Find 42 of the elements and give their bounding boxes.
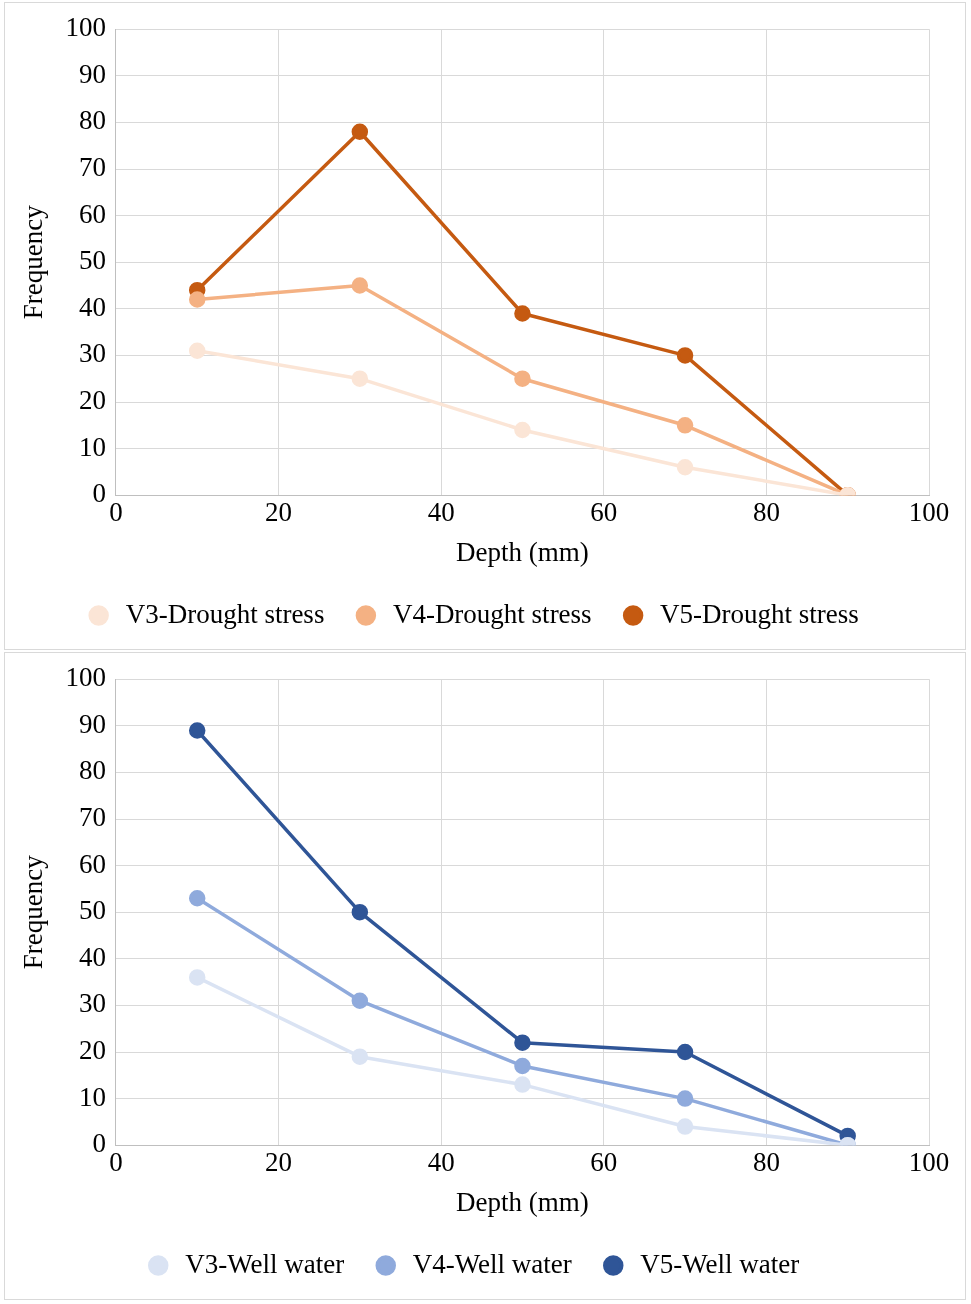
legend-label: V5-Well water <box>640 1248 800 1279</box>
x-tick-label: 100 <box>908 497 950 528</box>
x-tick-label: 80 <box>752 1147 780 1178</box>
x-tick-label: 60 <box>590 1147 618 1178</box>
y-tick-label: 70 <box>78 152 106 183</box>
legend-label: V3-Well water <box>185 1248 345 1279</box>
y-axis-title: Frequency <box>18 854 49 970</box>
x-axis-title: Depth (mm) <box>456 536 589 567</box>
y-tick-label: 40 <box>78 291 106 322</box>
y-tick-label: 70 <box>78 802 106 833</box>
y-tick-label: 30 <box>78 988 106 1019</box>
y-tick-label: 30 <box>78 338 106 369</box>
x-tick-label: 20 <box>265 497 293 528</box>
x-axis-title: Depth (mm) <box>456 1186 589 1217</box>
y-tick-label: 50 <box>78 245 106 276</box>
y-tick-label: 10 <box>78 431 106 462</box>
y-tick-label: 0 <box>92 478 106 509</box>
y-tick-label: 80 <box>78 755 106 786</box>
y-axis-title: Frequency <box>18 204 49 320</box>
y-tick-label: 90 <box>78 708 106 739</box>
y-tick-label: 50 <box>78 895 106 926</box>
legend-label: V4-Drought stress <box>392 598 592 629</box>
x-tick-label: 80 <box>752 497 780 528</box>
y-tick-label: 20 <box>78 1035 106 1066</box>
x-tick-label: 40 <box>427 497 455 528</box>
legend-label: V5-Drought stress <box>660 598 859 629</box>
legend-label: V3-Drought stress <box>125 598 325 629</box>
y-tick-label: 90 <box>78 58 106 89</box>
legend-label: V4-Well water <box>412 1248 572 1279</box>
x-tick-label: 40 <box>427 1147 455 1178</box>
x-tick-label: 60 <box>590 497 618 528</box>
x-tick-label: 20 <box>265 1147 293 1178</box>
y-tick-label: 10 <box>78 1081 106 1112</box>
y-tick-label: 60 <box>78 198 106 229</box>
x-tick-label: 100 <box>908 1147 950 1178</box>
y-tick-label: 100 <box>65 662 106 693</box>
y-tick-label: 80 <box>78 105 106 136</box>
y-tick-label: 40 <box>78 941 106 972</box>
y-tick-label: 100 <box>65 12 106 43</box>
y-tick-label: 60 <box>78 848 106 879</box>
y-tick-label: 20 <box>78 385 106 416</box>
y-tick-label: 0 <box>92 1128 106 1159</box>
